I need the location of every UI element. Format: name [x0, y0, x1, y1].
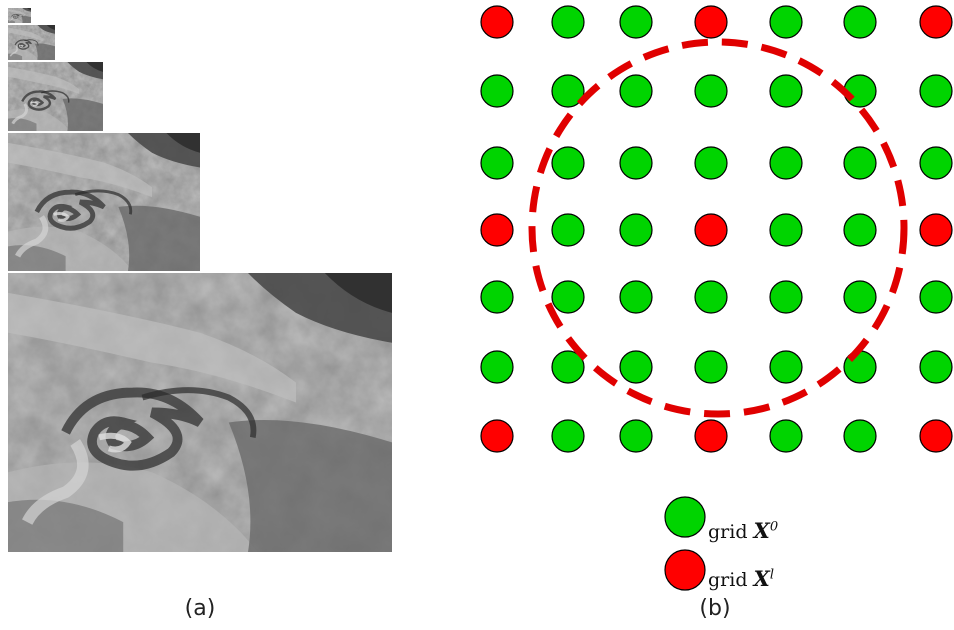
grid-dot-x0-r4-c1 — [551, 280, 585, 314]
grid-dot-x0-r2-c0 — [480, 146, 514, 180]
grid-dot-x0-r4-c2 — [619, 280, 653, 314]
grid-dot-xl-r3-c3 — [694, 213, 728, 247]
grid-dot-x0-r1-c0 — [480, 74, 514, 108]
grid-dot-x0-r0-c1 — [551, 5, 585, 39]
grid-dot-x0-r2-c3 — [694, 146, 728, 180]
grid-dot-x0-r4-c3 — [694, 280, 728, 314]
grid-dot-xl-r6-c3 — [694, 419, 728, 453]
grid-dot-x0-r0-c4 — [769, 5, 803, 39]
pyramid-level-4-image — [8, 25, 56, 61]
grid-dot-x0-r1-c3 — [694, 74, 728, 108]
grid-dot-xl-r3-c0 — [480, 213, 514, 247]
grid-dot-x0-r2-c5 — [843, 146, 877, 180]
legend-xl-dot — [664, 549, 706, 591]
grid-dot-x0-r6-c5 — [843, 419, 877, 453]
grid-dot-x0-r3-c1 — [551, 213, 585, 247]
caption-b: (b) — [699, 596, 731, 621]
legend-xl-label: grid Xl — [708, 566, 774, 591]
grid-dot-x0-r4-c4 — [769, 280, 803, 314]
panel-b-grid-diagram: grid X0 grid Xl (b) — [460, 0, 954, 630]
grid-dot-xl-r6-c0 — [480, 419, 514, 453]
grid-dot-x0-r3-c5 — [843, 213, 877, 247]
grid-dot-x0-r2-c1 — [551, 146, 585, 180]
grid-dot-x0-r3-c2 — [619, 213, 653, 247]
grid-dot-x0-r2-c6 — [919, 146, 953, 180]
legend-x0-dot — [664, 496, 706, 538]
grid-dot-xl-r0-c0 — [480, 5, 514, 39]
grid-dot-x0-r4-c6 — [919, 280, 953, 314]
grid-dot-xl-r6-c6 — [919, 419, 953, 453]
grid-dot-x0-r5-c2 — [619, 350, 653, 384]
grid-dot-x0-r5-c3 — [694, 350, 728, 384]
grid-dot-x0-r6-c2 — [619, 419, 653, 453]
grid-dots — [480, 5, 953, 453]
grid-dot-x0-r0-c2 — [619, 5, 653, 39]
grid-dot-x0-r5-c0 — [480, 350, 514, 384]
grid-dot-x0-r6-c1 — [551, 419, 585, 453]
grid-dot-x0-r0-c5 — [843, 5, 877, 39]
grid-dot-x0-r2-c2 — [619, 146, 653, 180]
grid-dot-x0-r1-c6 — [919, 74, 953, 108]
pyramid-level-2-image — [8, 133, 201, 272]
panel-a-image-pyramid: (a) — [0, 0, 400, 630]
caption-a: (a) — [184, 596, 216, 621]
grid-dot-x0-r2-c4 — [769, 146, 803, 180]
grid-diagram — [480, 5, 953, 591]
grid-dot-x0-r4-c5 — [843, 280, 877, 314]
grid-dot-x0-r4-c0 — [480, 280, 514, 314]
grid-dot-x0-r5-c4 — [769, 350, 803, 384]
grid-dot-xl-r3-c6 — [919, 213, 953, 247]
dashed-circle — [528, 38, 908, 418]
grid-dot-xl-r0-c3 — [694, 5, 728, 39]
grid-dot-x0-r6-c4 — [769, 419, 803, 453]
grid-dot-x0-r5-c1 — [551, 350, 585, 384]
grid-dot-x0-r1-c4 — [769, 74, 803, 108]
grid-dot-xl-r0-c6 — [919, 5, 953, 39]
grid-dot-x0-r1-c2 — [619, 74, 653, 108]
pyramid-level-1-image — [8, 273, 393, 553]
grid-dot-x0-r1-c1 — [551, 74, 585, 108]
grid-dot-x0-r3-c4 — [769, 213, 803, 247]
pyramid-level-5-image — [8, 8, 32, 24]
legend-x0-label: grid X0 — [708, 518, 779, 543]
grid-dot-x0-r5-c6 — [919, 350, 953, 384]
pyramid-level-3-image — [8, 62, 104, 132]
